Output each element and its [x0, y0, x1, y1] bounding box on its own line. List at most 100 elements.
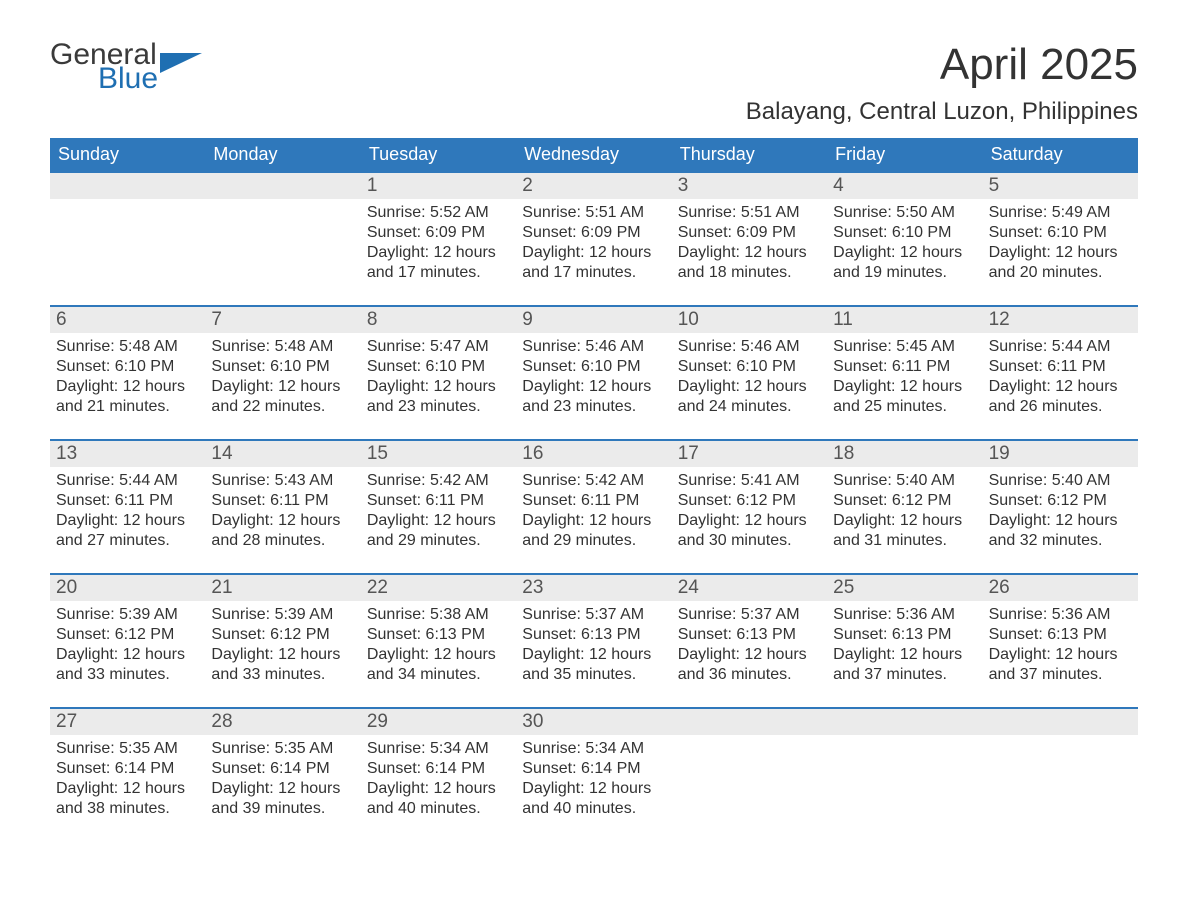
day-daylight2: and 32 minutes. [989, 531, 1132, 551]
day-daylight1: Daylight: 12 hours [522, 377, 665, 397]
day-number: 3 [672, 173, 827, 199]
day-content: Sunrise: 5:39 AMSunset: 6:12 PMDaylight:… [205, 601, 360, 701]
day-sunrise: Sunrise: 5:49 AM [989, 203, 1132, 223]
day-content [983, 735, 1138, 835]
day-daylight2: and 22 minutes. [211, 397, 354, 417]
brand-logo: General Blue [50, 40, 202, 94]
day-number: 10 [672, 307, 827, 333]
day-daylight2: and 17 minutes. [522, 263, 665, 283]
day-content [50, 199, 205, 299]
day-content: Sunrise: 5:38 AMSunset: 6:13 PMDaylight:… [361, 601, 516, 701]
day-content: Sunrise: 5:35 AMSunset: 6:14 PMDaylight:… [50, 735, 205, 835]
day-daylight2: and 24 minutes. [678, 397, 821, 417]
day-number: 16 [516, 441, 671, 467]
day-number [827, 709, 982, 735]
day-number: 11 [827, 307, 982, 333]
day-sunset: Sunset: 6:10 PM [833, 223, 976, 243]
day-daylight1: Daylight: 12 hours [522, 243, 665, 263]
day-number: 25 [827, 575, 982, 601]
day-daylight1: Daylight: 12 hours [367, 377, 510, 397]
day-number: 27 [50, 709, 205, 735]
brand-word2: Blue [98, 64, 158, 94]
day-content: Sunrise: 5:45 AMSunset: 6:11 PMDaylight:… [827, 333, 982, 433]
day-daylight1: Daylight: 12 hours [678, 511, 821, 531]
day-daylight1: Daylight: 12 hours [833, 645, 976, 665]
day-sunset: Sunset: 6:09 PM [522, 223, 665, 243]
day-number: 8 [361, 307, 516, 333]
day-number: 29 [361, 709, 516, 735]
day-number: 7 [205, 307, 360, 333]
day-content: Sunrise: 5:36 AMSunset: 6:13 PMDaylight:… [983, 601, 1138, 701]
day-number: 20 [50, 575, 205, 601]
day-sunrise: Sunrise: 5:45 AM [833, 337, 976, 357]
day-sunrise: Sunrise: 5:35 AM [211, 739, 354, 759]
day-daylight2: and 33 minutes. [56, 665, 199, 685]
day-number: 30 [516, 709, 671, 735]
days-of-week-header: SundayMondayTuesdayWednesdayThursdayFrid… [50, 138, 1138, 171]
day-sunrise: Sunrise: 5:44 AM [989, 337, 1132, 357]
day-daylight2: and 30 minutes. [678, 531, 821, 551]
page-title: April 2025 [940, 40, 1138, 90]
day-sunrise: Sunrise: 5:41 AM [678, 471, 821, 491]
day-number: 26 [983, 575, 1138, 601]
day-content: Sunrise: 5:37 AMSunset: 6:13 PMDaylight:… [672, 601, 827, 701]
day-sunset: Sunset: 6:13 PM [522, 625, 665, 645]
day-content: Sunrise: 5:37 AMSunset: 6:13 PMDaylight:… [516, 601, 671, 701]
day-content: Sunrise: 5:47 AMSunset: 6:10 PMDaylight:… [361, 333, 516, 433]
day-number: 12 [983, 307, 1138, 333]
day-sunrise: Sunrise: 5:36 AM [833, 605, 976, 625]
flag-icon [160, 53, 202, 81]
day-daylight2: and 37 minutes. [989, 665, 1132, 685]
day-daylight2: and 29 minutes. [522, 531, 665, 551]
day-sunrise: Sunrise: 5:50 AM [833, 203, 976, 223]
day-content: Sunrise: 5:49 AMSunset: 6:10 PMDaylight:… [983, 199, 1138, 299]
day-daylight2: and 37 minutes. [833, 665, 976, 685]
day-number: 22 [361, 575, 516, 601]
day-sunset: Sunset: 6:11 PM [211, 491, 354, 511]
day-sunset: Sunset: 6:12 PM [678, 491, 821, 511]
weeks-container: 12345Sunrise: 5:52 AMSunset: 6:09 PMDayl… [50, 171, 1138, 835]
day-daylight1: Daylight: 12 hours [989, 511, 1132, 531]
day-sunset: Sunset: 6:09 PM [678, 223, 821, 243]
day-daylight1: Daylight: 12 hours [833, 243, 976, 263]
day-sunrise: Sunrise: 5:44 AM [56, 471, 199, 491]
day-number [205, 173, 360, 199]
day-sunset: Sunset: 6:10 PM [56, 357, 199, 377]
day-daylight2: and 35 minutes. [522, 665, 665, 685]
page-subtitle: Balayang, Central Luzon, Philippines [50, 98, 1138, 126]
day-daylight2: and 28 minutes. [211, 531, 354, 551]
dow-cell: Thursday [672, 138, 827, 171]
week-row: 13141516171819 Sunrise: 5:44 AM Sunset: 6:… [50, 439, 1138, 567]
day-content: Sunrise: 5:44 AMSunset: 6:11 PMDaylight:… [983, 333, 1138, 433]
dow-cell: Friday [827, 138, 982, 171]
day-daylight2: and 26 minutes. [989, 397, 1132, 417]
day-sunset: Sunset: 6:12 PM [56, 625, 199, 645]
daynum-row: 13141516171819 [50, 441, 1138, 467]
day-daylight1: Daylight: 12 hours [56, 645, 199, 665]
day-content: Sunrise: 5:34 AMSunset: 6:14 PMDaylight:… [361, 735, 516, 835]
day-sunrise: Sunrise: 5:46 AM [522, 337, 665, 357]
day-sunset: Sunset: 6:09 PM [367, 223, 510, 243]
day-sunset: Sunset: 6:12 PM [211, 625, 354, 645]
day-sunset: Sunset: 6:10 PM [367, 357, 510, 377]
day-sunset: Sunset: 6:14 PM [522, 759, 665, 779]
day-sunset: Sunset: 6:10 PM [989, 223, 1132, 243]
day-number [983, 709, 1138, 735]
day-daylight2: and 17 minutes. [367, 263, 510, 283]
day-content [672, 735, 827, 835]
day-daylight2: and 40 minutes. [522, 799, 665, 819]
day-daylight1: Daylight: 12 hours [678, 377, 821, 397]
day-daylight1: Daylight: 12 hours [211, 511, 354, 531]
day-content: Sunrise: 5:43 AMSunset: 6:11 PMDaylight:… [205, 467, 360, 567]
day-content: Sunrise: 5:36 AMSunset: 6:13 PMDaylight:… [827, 601, 982, 701]
week-row: 6789101112Sunrise: 5:48 AMSunset: 6:10 P… [50, 305, 1138, 433]
day-daylight2: and 31 minutes. [833, 531, 976, 551]
day-number: 24 [672, 575, 827, 601]
dow-cell: Sunday [50, 138, 205, 171]
day-sunset: Sunset: 6:12 PM [989, 491, 1132, 511]
day-content: Sunrise: 5:42 AMSunset: 6:11 PMDaylight:… [361, 467, 516, 567]
day-content: Sunrise: 5:40 AMSunset: 6:12 PMDaylight:… [827, 467, 982, 567]
dow-cell: Tuesday [361, 138, 516, 171]
day-content: Sunrise: 5:51 AMSunset: 6:09 PMDaylight:… [672, 199, 827, 299]
day-daylight1: Daylight: 12 hours [833, 377, 976, 397]
